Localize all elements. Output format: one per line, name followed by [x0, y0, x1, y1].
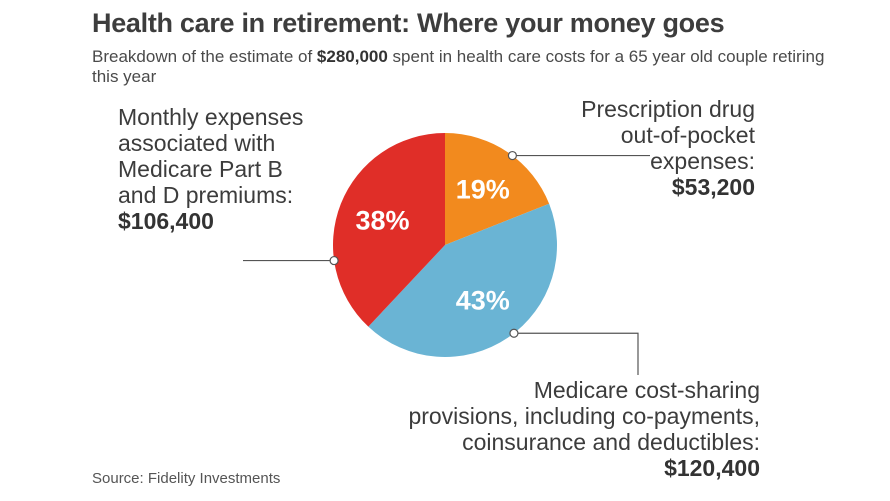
connector-dot-premiums	[329, 255, 339, 266]
cost-sharing-label-line: coinsurance and deductibles:	[462, 429, 760, 455]
pie-pct-label-prescription: 19%	[456, 174, 510, 204]
prescription-amount: $53,200	[671, 174, 755, 200]
premiums-label-line: Monthly expenses	[118, 104, 304, 130]
source-note: Source: Fidelity Investments	[92, 470, 281, 487]
connector-dot-cost-sharing	[509, 328, 519, 338]
connector-dot-prescription	[507, 150, 518, 161]
pie-pct-label-cost-sharing: 43%	[456, 286, 510, 316]
cost-sharing-label: Medicare cost-sharing provisions, includ…	[408, 377, 760, 481]
premiums-label-line: and D premiums:	[118, 182, 294, 208]
chart-subtitle: Breakdown of the estimate of $280,000 sp…	[92, 47, 832, 87]
subtitle-suffix: spent in health care costs for a 65 year…	[92, 47, 825, 86]
cost-sharing-label-line: provisions, including co-payments,	[408, 403, 760, 429]
premiums-label: Monthly expenses associated with Medicar…	[118, 104, 303, 234]
chart-title: Health care in retirement: Where your mo…	[92, 8, 725, 38]
pie-slice-cost-sharing	[368, 203, 557, 358]
cost-sharing-label-line: Medicare cost-sharing	[533, 377, 760, 403]
premiums-amount: $106,400	[118, 208, 214, 234]
prescription-label-line: Prescription drug	[581, 96, 755, 122]
premiums-label-line: Medicare Part B	[118, 156, 283, 182]
subtitle-prefix: Breakdown of the estimate of	[92, 47, 317, 66]
premiums-label-line: associated with	[118, 130, 276, 156]
pie-pct-label-premiums: 38%	[355, 205, 409, 235]
pie-slice-prescription	[445, 133, 550, 245]
prescription-label: Prescription drug out-of-pocket expenses…	[581, 96, 755, 200]
cost-sharing-amount: $120,400	[664, 455, 760, 481]
prescription-label-line: expenses:	[650, 148, 755, 174]
subtitle-amount: $280,000	[316, 47, 388, 66]
prescription-label-line: out-of-pocket	[620, 122, 755, 148]
connector-line-cost-sharing	[513, 332, 639, 375]
pie-slice-premiums	[333, 133, 445, 327]
